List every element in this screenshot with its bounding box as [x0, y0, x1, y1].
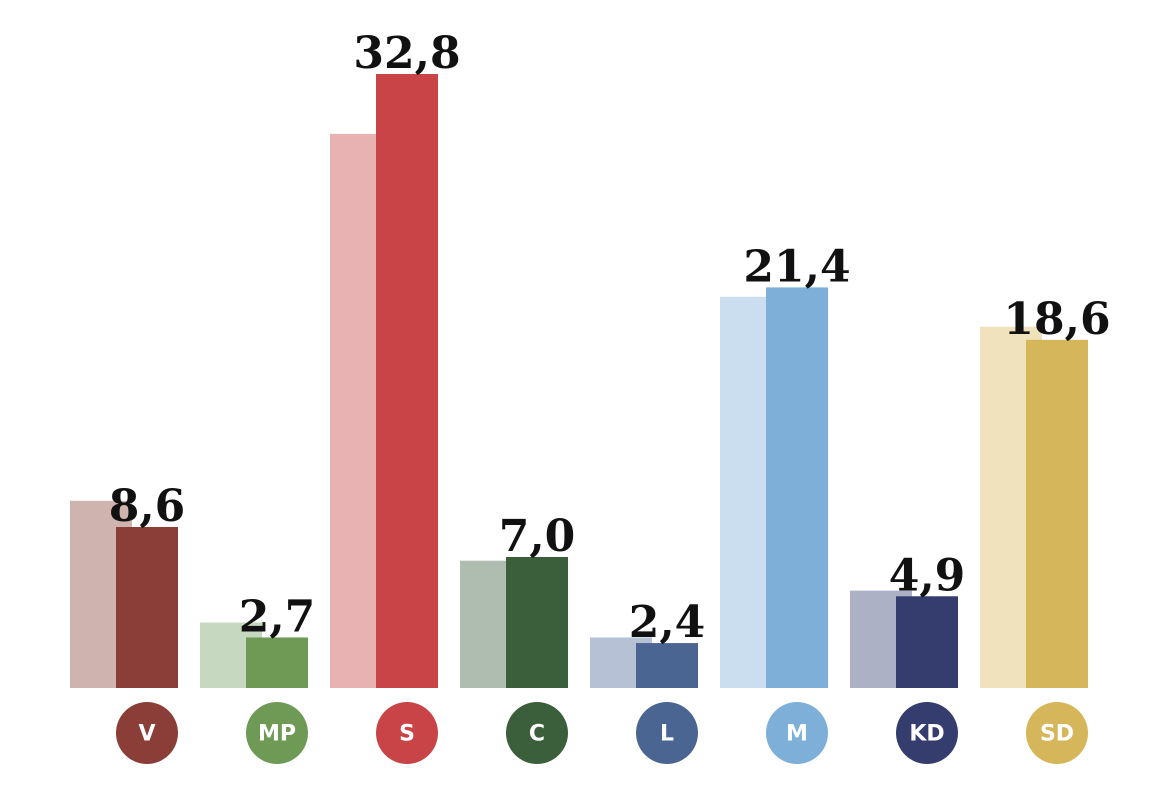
bar: [1026, 339, 1088, 688]
x-tick-label: V: [138, 722, 155, 747]
party-badge: [506, 702, 568, 764]
value-label: 2,7: [239, 591, 316, 642]
party-badge: [376, 702, 438, 764]
bar: [766, 287, 828, 688]
value-label: 8,6: [109, 481, 186, 532]
bar: [896, 596, 958, 688]
x-tick-label: C: [529, 722, 545, 747]
x-tick-label: SD: [1040, 722, 1074, 747]
bar: [376, 74, 438, 688]
party-badge: [636, 702, 698, 764]
value-label: 21,4: [743, 241, 850, 292]
x-tick-label: S: [399, 722, 415, 747]
x-tick-label: KD: [909, 722, 944, 747]
party-badge: [116, 702, 178, 764]
value-label: 2,4: [629, 597, 706, 648]
bar: [506, 556, 568, 688]
bar: [116, 527, 178, 688]
bar: [246, 637, 308, 688]
party-badge: [1026, 702, 1088, 764]
value-label: 4,9: [889, 550, 966, 601]
value-label: 32,8: [353, 28, 460, 79]
party-badge: [896, 702, 958, 764]
party-badge: [766, 702, 828, 764]
party-badge: [246, 702, 308, 764]
x-tick-label: MP: [258, 722, 296, 747]
value-label: 18,6: [1003, 294, 1110, 345]
bar: [636, 643, 698, 688]
x-tick-label: L: [660, 722, 674, 747]
x-tick-label: M: [786, 722, 808, 747]
value-label: 7,0: [499, 511, 576, 562]
